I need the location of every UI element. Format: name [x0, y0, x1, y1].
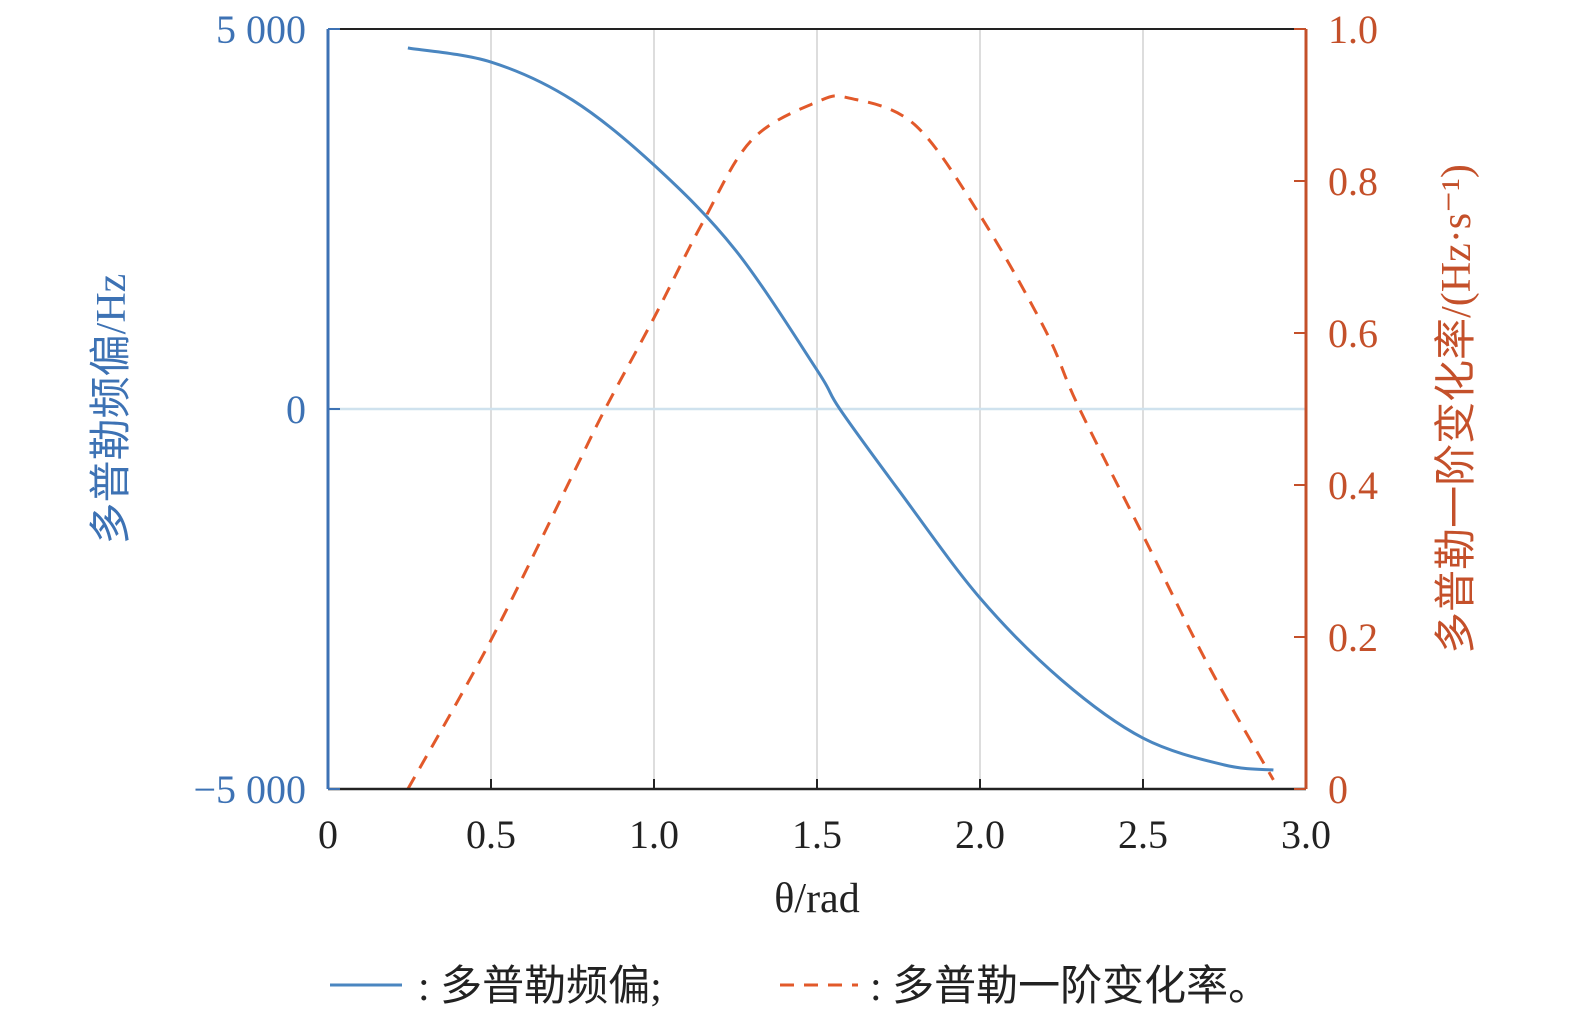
x-tick-label: 2.5: [1118, 812, 1168, 857]
y-left-tick-label: 5 000: [216, 7, 306, 52]
grid: [328, 29, 1306, 789]
legend: : 多普勒频偏; : 多普勒一阶变化率。: [330, 963, 1270, 1010]
legend-label-doppler-shift: : 多普勒频偏;: [418, 964, 662, 1010]
y-right-tick-label: 0.4: [1328, 463, 1378, 508]
x-tick-label: 2.0: [955, 812, 1005, 857]
legend-label-doppler-rate: : 多普勒一阶变化率。: [870, 963, 1270, 1010]
y-right-tick-label: 1.0: [1328, 7, 1378, 52]
y-left-tick-label: 0: [286, 387, 306, 432]
series-group: [406, 46, 1275, 790]
y-right-tick-label: 0.8: [1328, 159, 1378, 204]
y-right-axis-label: 多普勒一阶变化率/(Hz·s⁻¹): [1433, 164, 1480, 654]
x-tick-label: 0.5: [466, 812, 516, 857]
axes: [326, 28, 1308, 791]
x-tick-label: 3.0: [1281, 812, 1331, 857]
x-axis-label: θ/rad: [774, 876, 859, 922]
y-right-tick-label: 0.6: [1328, 311, 1378, 356]
x-tick-label: 1.0: [629, 812, 679, 857]
y-left-axis-label: 多普勒频偏/Hz: [89, 274, 135, 545]
tick-labels: 0 0.5 1.0 1.5 2.0 2.5 3.0 5 000 0 −5 000 1.0 0.8 0.6…: [193, 7, 1378, 857]
y-left-tick-label: −5 000: [193, 767, 306, 812]
y-right-tick-label: 0.2: [1328, 615, 1378, 660]
series-line-doppler-rate: [406, 94, 1275, 790]
series-line-doppler-shift: [407, 46, 1274, 772]
y-right-tick-label: 0: [1328, 767, 1348, 812]
x-tick-label: 0: [318, 812, 338, 857]
x-tick-label: 1.5: [792, 812, 842, 857]
